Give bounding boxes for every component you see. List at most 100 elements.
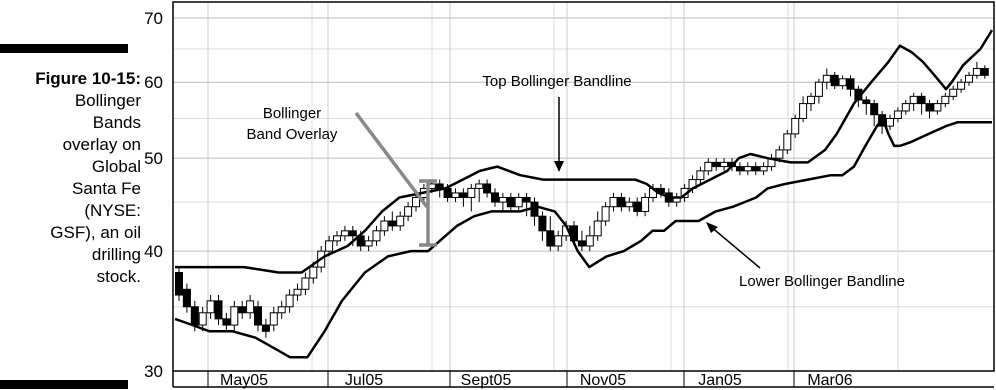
candle-body-down [222, 318, 231, 326]
candle-body-down [712, 161, 721, 168]
candle-body-up [554, 235, 563, 247]
caption-line: GSF), an oil [50, 223, 141, 242]
candle-body-up [206, 300, 215, 314]
candle-body-up [498, 196, 507, 203]
candle-body-down [388, 220, 397, 227]
candle-body-up [799, 103, 808, 119]
candle-body-up [743, 166, 752, 172]
candle-body-up [941, 95, 950, 105]
candle-body-up [198, 312, 207, 326]
candle-body-down [870, 103, 879, 116]
candle-body-up [593, 220, 602, 237]
x-tick-label: Jul05 [345, 372, 383, 389]
x-tick-label: Mar06 [807, 372, 852, 389]
candle-body-up [822, 74, 831, 83]
candle-body-up [901, 103, 910, 112]
x-tick-label: Sept05 [461, 372, 512, 389]
candle-body-up [814, 81, 823, 97]
candle-body-up [475, 183, 484, 189]
candle-body-down [190, 306, 199, 326]
candle-body-down [751, 166, 760, 172]
chart-grid [173, 2, 994, 371]
candle-body-down [182, 288, 191, 308]
candle-body-up [972, 68, 981, 76]
candle-body-up [277, 306, 286, 314]
candle-body-up [514, 196, 523, 208]
candle-body-down [917, 95, 926, 105]
candle-body-down [546, 230, 555, 247]
candle-body-down [577, 240, 586, 247]
candle-body-up [372, 230, 381, 242]
annotation-band-overlay-line1: Bollinger [263, 105, 321, 122]
candle-body-down [214, 300, 223, 320]
plot-frame [172, 1, 995, 372]
candle-body-up [791, 117, 800, 135]
candle-body-up [696, 170, 705, 181]
candle-body-up [909, 95, 918, 105]
candle-body-up [412, 196, 420, 208]
candle-body-up [246, 300, 255, 314]
candle-body-down [617, 196, 626, 208]
candle-body-down [506, 196, 515, 208]
candle-body-up [601, 206, 610, 222]
caption-bottom-bar [0, 380, 128, 389]
annotation-top-bandline: Top Bollinger Bandline [482, 73, 631, 90]
figure-caption: Figure 10-15: Bollinger Bands overlay on… [0, 68, 141, 288]
candle-body-up [230, 306, 239, 326]
y-tick-label: 50 [144, 149, 163, 168]
candle-body-up [609, 196, 618, 208]
caption-line: (NYSE: [84, 201, 141, 220]
candle-body-up [783, 133, 792, 151]
candle-body-down [254, 306, 262, 326]
candle-body-down [522, 196, 531, 203]
candle-body-down [483, 183, 492, 194]
candle-body-up [949, 88, 958, 97]
figure-label: Figure 10-15: [35, 69, 141, 88]
candle-body-up [380, 220, 389, 232]
candle-body-down [862, 99, 871, 105]
candle-body-up [720, 161, 729, 168]
candle-body-down [846, 78, 855, 90]
candle-body-up [933, 103, 942, 112]
candle-body-up [269, 312, 278, 326]
lower-bandline-arrow [709, 225, 761, 269]
annotation-band-overlay-line2: Band Overlay [247, 126, 338, 143]
lower-bandline-arrowhead [706, 222, 718, 233]
candle-body-down [261, 324, 270, 332]
candle-body-down [435, 183, 444, 189]
x-tick-label: Nov05 [580, 372, 626, 389]
caption-line: Global [91, 157, 141, 176]
candle-body-up [404, 206, 413, 217]
candle-body-up [759, 166, 768, 172]
annotations: Bollinger Band Overlay Top Bollinger Ban… [247, 73, 905, 290]
y-tick-label: 70 [144, 9, 163, 28]
upper-band-line [175, 29, 994, 274]
candle-body-down [491, 192, 499, 203]
candle-body-up [364, 240, 373, 247]
candle-body-up [585, 235, 594, 247]
candle-body-up [641, 196, 650, 212]
annotation-lower-bandline: Lower Bollinger Bandline [739, 273, 905, 290]
candle-body-up [325, 240, 334, 252]
x-axis: May05 Jul05 Sept05 Nov05 Jan05 Mar06 [172, 371, 853, 389]
candle-body-down [633, 201, 642, 212]
candle-body-up [965, 74, 973, 83]
candle-body-up [285, 294, 294, 308]
candle-body-down [538, 215, 547, 232]
caption-line: overlay on [62, 135, 141, 154]
x-tick-label: May05 [220, 372, 268, 389]
candle-body-up [957, 81, 966, 90]
annotation-pointer [354, 111, 429, 209]
candle-body-up [309, 266, 318, 279]
caption-line: Santa Fe [72, 179, 141, 198]
candle-body-up [807, 95, 815, 105]
lower-band-line [174, 117, 992, 359]
candle-body-up [340, 230, 349, 237]
candle-body-down [459, 192, 468, 198]
caption-line: Bands [92, 113, 141, 132]
candle-body-up [333, 235, 341, 242]
y-axis: 30 40 50 60 70 [144, 9, 163, 381]
candle-body-down [348, 230, 357, 237]
candles [175, 61, 989, 338]
